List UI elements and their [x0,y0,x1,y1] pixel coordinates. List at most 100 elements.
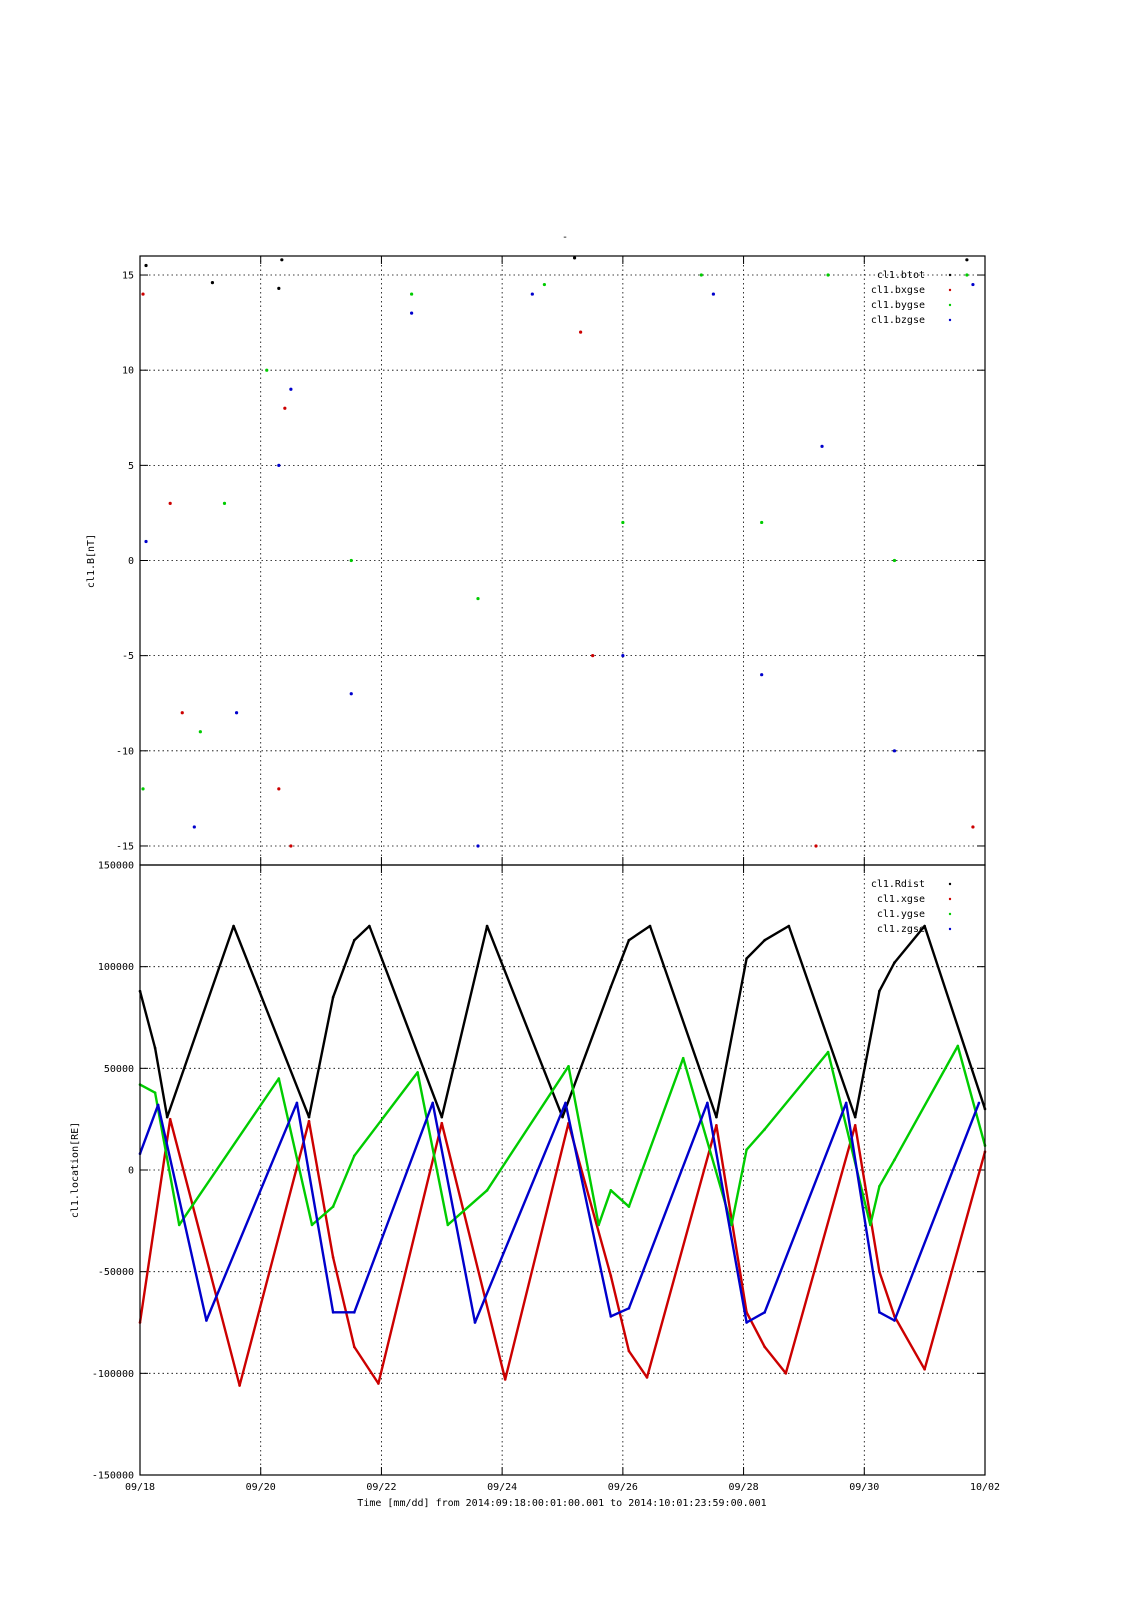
data-point [485,1189,489,1192]
data-point [699,273,703,277]
data-point [621,520,625,525]
x-tick-label: 09/28 [729,1482,759,1493]
data-point [567,1065,570,1068]
series-line-cl1-xgse [138,1118,987,1387]
data-point [307,1119,311,1123]
data-point [180,711,184,715]
magnetic-field-panel: 15 10 5 0 -5 -10 -15 cl1.B[nT] cl1.btot cl1.bxg… [86,255,986,866]
data-point [609,985,613,989]
data-point [168,1117,172,1121]
y-tick-label: 0 [128,556,134,567]
y-tick-label: 50000 [104,1064,134,1075]
data-point [760,520,764,525]
data-point [711,292,715,296]
data-point [956,1044,960,1048]
location-panel: 150000 100000 50000 0 -50000 -100000 -150000 c… [70,861,987,1482]
data-point [331,1311,335,1314]
data-point [878,989,881,993]
data-point [277,463,281,467]
data-point [869,1223,872,1227]
data-point [476,844,480,848]
data-point [609,1189,613,1192]
data-point [893,961,896,964]
magnetic-field-grid [140,256,985,865]
legend-entry: cl1.zgse [877,924,925,935]
data-point [627,938,631,942]
location-data [138,924,987,1387]
data-point [878,1184,881,1188]
legend-entry: cl1.ygse [877,909,925,920]
legend-entry: cl1.xgse [877,894,925,905]
series-line-cl1-ygse [139,1044,987,1227]
data-point [609,1274,613,1278]
data-point [648,924,652,928]
data-point [787,924,791,928]
data-point [277,286,281,290]
data-point [597,1223,601,1227]
x-tick-label: 09/22 [366,1482,396,1493]
data-point [485,924,489,928]
data-point [177,1223,181,1227]
data-point [763,1128,766,1131]
x-tick-label: 09/18 [125,1482,155,1493]
y-tick-label: -150000 [92,1471,134,1482]
data-point [763,1345,766,1349]
data-point [234,711,239,715]
data-point [826,1050,830,1054]
x-tick-label: 09/20 [246,1482,276,1493]
data-point [971,825,975,829]
series-line-cl1-zgse [138,1101,981,1324]
data-point [283,406,287,410]
data-point [289,387,293,391]
data-point [431,1101,435,1105]
x-axis-label: Time [mm/dd] from 2014:09:18:00:01:00.00… [357,1498,766,1509]
data-point [352,1311,356,1314]
data-point [530,292,534,296]
data-point [192,825,196,829]
data-point [352,938,356,942]
data-point [844,1101,848,1105]
chart-title: - [562,232,568,243]
data-point [820,444,824,448]
data-point [165,1115,169,1119]
data-point [784,1372,788,1375]
data-point [878,1270,881,1273]
data-point [853,1115,857,1119]
y-tick-label: -100000 [92,1369,134,1380]
data-point [977,1101,981,1105]
data-point [265,368,269,372]
data-point [763,1311,766,1314]
magnetic-field-legend: cl1.btot cl1.bxgse cl1.bygse cl1.bzgse [871,270,952,326]
data-point [730,1223,733,1227]
x-tick-label: 09/26 [608,1482,638,1493]
x-tick-label: 09/30 [849,1482,879,1493]
data-point [377,1382,380,1385]
data-point [144,263,148,268]
data-point [331,1256,335,1259]
magnetic-field-data [141,256,975,848]
y-tick-label: 0 [128,1166,134,1177]
data-point [349,558,353,563]
y-tick-label: 100000 [98,962,134,973]
x-tick-label: 10/02 [970,1482,1000,1493]
y-tick-label: 15 [122,271,134,282]
y-tick-label: 10 [122,366,134,377]
legend-entry: cl1.bygse [871,300,925,311]
data-point [352,1345,356,1349]
data-point [205,1319,208,1322]
data-point [277,1077,281,1080]
data-point [591,654,595,658]
legend-swatch [948,303,952,307]
data-point [893,1319,896,1322]
data-point [277,787,281,791]
data-point [760,673,764,677]
location-frame [139,864,986,1476]
data-point [763,938,766,942]
data-point [307,1115,311,1119]
data-point [627,1205,631,1208]
legend-swatch [948,273,952,277]
data-point [878,1311,881,1314]
data-point [645,1376,649,1379]
data-point [503,1378,507,1381]
x-tick-label: 09/24 [487,1482,517,1493]
